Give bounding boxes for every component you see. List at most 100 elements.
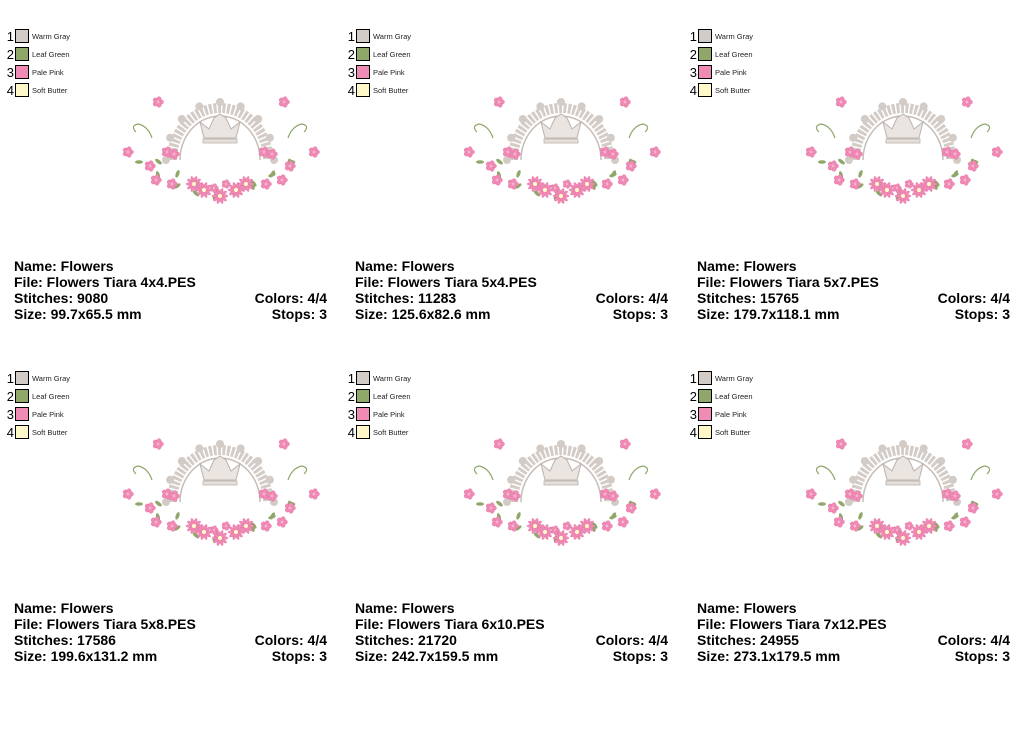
rose-flower bbox=[649, 146, 661, 158]
legend-row: 3 Pale Pink bbox=[689, 63, 753, 81]
thread-number: 2 bbox=[347, 388, 355, 404]
rose-flower bbox=[485, 160, 497, 172]
thread-name: Soft Butter bbox=[715, 427, 751, 437]
rose-flower bbox=[152, 96, 164, 108]
leaf bbox=[838, 158, 845, 165]
frame-scroll bbox=[595, 456, 604, 465]
vine-left bbox=[132, 465, 153, 481]
rose-flower bbox=[550, 525, 560, 535]
thread-legend: 1 Warm Gray 2 Leaf Green 3 Pale Pink 4 Soft … bbox=[689, 27, 753, 99]
design-info: Name: Flowers File: Flowers Tiara 7x12.P… bbox=[697, 600, 1010, 664]
leaf bbox=[951, 514, 959, 520]
rose-flower bbox=[967, 502, 979, 514]
vine-right bbox=[970, 465, 991, 481]
rose-flower bbox=[463, 488, 475, 500]
embroidery-preview bbox=[463, 438, 661, 546]
rose-flower bbox=[260, 520, 272, 532]
design-file: File: Flowers Tiara 5x7.PES bbox=[697, 274, 879, 290]
vine-right bbox=[287, 465, 308, 481]
frame-scroll bbox=[937, 114, 946, 123]
color-swatch bbox=[698, 47, 712, 61]
design-colors: Colors: 4/4 bbox=[595, 290, 668, 306]
thread-name: Soft Butter bbox=[373, 427, 409, 437]
thread-name: Soft Butter bbox=[32, 85, 68, 95]
leaf bbox=[476, 160, 484, 164]
ornate-frame-icon bbox=[167, 445, 273, 503]
ornate-frame-icon bbox=[850, 445, 956, 503]
color-swatch bbox=[15, 389, 29, 403]
rose-flower bbox=[649, 488, 661, 500]
thread-name: Warm Gray bbox=[715, 31, 754, 41]
thread-legend: 1 Warm Gray 2 Leaf Green 3 Pale Pink 4 Soft … bbox=[6, 369, 70, 441]
rose-flower bbox=[491, 516, 503, 528]
frame-scroll bbox=[919, 102, 928, 111]
legend-row: 3 Pale Pink bbox=[347, 405, 411, 423]
frame-scroll bbox=[166, 475, 175, 484]
thread-name: Warm Gray bbox=[32, 373, 71, 383]
crown-icon bbox=[199, 113, 241, 139]
thread-number: 4 bbox=[689, 424, 697, 440]
ornate-frame-icon bbox=[508, 445, 614, 503]
color-swatch bbox=[356, 47, 370, 61]
thread-number: 1 bbox=[347, 28, 355, 44]
crown-icon bbox=[882, 113, 924, 139]
frame-scroll bbox=[236, 102, 245, 111]
rose-flower bbox=[122, 488, 134, 500]
rose-flower bbox=[892, 183, 902, 193]
rose-flower bbox=[991, 488, 1003, 500]
rose-flower bbox=[607, 490, 619, 502]
rose-flower bbox=[601, 520, 613, 532]
thread-name: Warm Gray bbox=[32, 31, 71, 41]
crown-base bbox=[885, 480, 921, 486]
rose-flower bbox=[833, 516, 845, 528]
rose-flower bbox=[152, 438, 164, 450]
frame-scroll bbox=[265, 475, 274, 484]
rose-flower bbox=[961, 96, 973, 108]
color-swatch bbox=[15, 371, 29, 385]
daisy-flower bbox=[195, 182, 213, 198]
frame-scroll bbox=[254, 114, 263, 123]
design-colors: Colors: 4/4 bbox=[937, 290, 1010, 306]
embroidery-preview bbox=[122, 438, 320, 546]
rose-flower bbox=[949, 148, 961, 160]
thread-name: Leaf Green bbox=[715, 391, 753, 401]
daisy-flower bbox=[910, 524, 928, 540]
thread-name: Pale Pink bbox=[373, 67, 405, 77]
frame-scroll bbox=[577, 444, 586, 453]
design-file: File: Flowers Tiara 6x10.PES bbox=[355, 616, 545, 632]
frame-scroll bbox=[937, 456, 946, 465]
thread-name: Soft Butter bbox=[715, 85, 751, 95]
rose-flower bbox=[493, 438, 505, 450]
design-stitches: Stitches: 24955 bbox=[697, 632, 799, 648]
rose-flower bbox=[625, 160, 637, 172]
rose-flower bbox=[550, 183, 560, 193]
daisy-flower bbox=[920, 518, 938, 534]
daisy-flower bbox=[920, 176, 938, 192]
vine-left bbox=[132, 123, 153, 139]
color-swatch bbox=[15, 65, 29, 79]
rose-flower bbox=[166, 520, 178, 532]
rose-flower bbox=[463, 146, 475, 158]
design-stitches: Stitches: 9080 bbox=[14, 290, 109, 306]
design-size: Size: 242.7x159.5 mm bbox=[355, 648, 499, 664]
daisy-flower bbox=[536, 524, 554, 540]
thread-number: 3 bbox=[689, 406, 697, 422]
design-size: Size: 273.1x179.5 mm bbox=[697, 648, 841, 664]
daisy-flower bbox=[211, 188, 229, 204]
design-file: File: Flowers Tiara 4x4.PES bbox=[14, 274, 196, 290]
vine-left bbox=[815, 465, 836, 481]
design-card: 1 Warm Gray 2 Leaf Green 3 Pale Pink 4 Soft … bbox=[341, 0, 671, 342]
rose-flower bbox=[827, 160, 839, 172]
thread-number: 1 bbox=[6, 370, 14, 386]
thread-number: 1 bbox=[689, 370, 697, 386]
leaf bbox=[268, 172, 276, 178]
crown-base bbox=[543, 138, 579, 144]
daisy-flower bbox=[878, 524, 896, 540]
frame-scroll bbox=[254, 456, 263, 465]
rose-flower bbox=[221, 521, 231, 531]
design-info: Name: Flowers File: Flowers Tiara 5x7.PE… bbox=[697, 258, 1010, 322]
thread-number: 4 bbox=[6, 424, 14, 440]
design-card: 1 Warm Gray 2 Leaf Green 3 Pale Pink 4 Soft … bbox=[0, 0, 330, 342]
thread-number: 2 bbox=[6, 46, 14, 62]
daisy-flower bbox=[578, 518, 596, 534]
